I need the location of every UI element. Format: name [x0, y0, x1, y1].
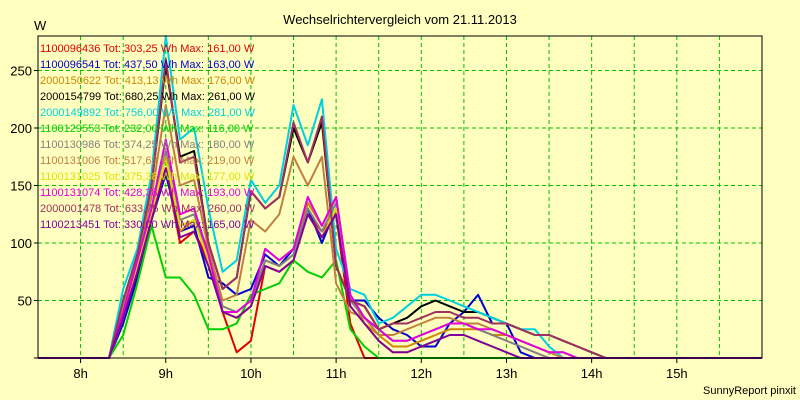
y-tick-label: 250	[10, 64, 32, 79]
credit-label: SunnyReport pinxit	[703, 385, 796, 397]
chart-title: Wechselrichtervergleich vom 21.11.2013	[283, 12, 517, 27]
legend-entry-2000150622: 2000150622 Tot: 413,13 Wh Max: 176,00 W	[40, 75, 256, 87]
axis-ticks: 8h 9h 10h 11h 12h 13h 14h 15h 50 100 150 200 250	[10, 64, 687, 382]
legend: 1100096436 Tot: 303,25 Wh Max: 161,00 W 1…	[40, 43, 256, 231]
x-tick-label: 8h	[73, 366, 87, 381]
legend-entry-1100131025: 1100131025 Tot: 375,38 Wh Max: 177,00 W	[40, 171, 255, 183]
x-tick-label: 13h	[496, 366, 518, 381]
y-tick-label: 100	[10, 236, 32, 251]
x-tick-label: 9h	[159, 366, 173, 381]
y-tick-label: 200	[10, 121, 32, 136]
legend-entry-1100096541: 1100096541 Tot: 437,50 Wh Max: 163,00 W	[40, 59, 255, 71]
legend-entry-1100131074: 1100131074 Tot: 428,38 Wh Max: 193,00 W	[40, 187, 255, 199]
legend-entry-2000154799: 2000154799 Tot: 680,25 Wh Max: 261,00 W	[40, 91, 256, 103]
legend-entry-2000001478: 2000001478 Tot: 633,75 Wh Max: 260,00 W	[40, 203, 256, 215]
x-tick-label: 14h	[581, 366, 603, 381]
legend-entry-1100213451: 1100213451 Tot: 330,00 Wh Max: 165,00 W	[40, 219, 255, 231]
legend-entry-1100096436: 1100096436 Tot: 303,25 Wh Max: 161,00 W	[40, 43, 255, 55]
legend-entry-2000149892: 2000149892 Tot: 756,00 Wh Max: 281,00 W	[40, 107, 256, 119]
y-tick-label: 50	[18, 294, 32, 309]
x-tick-label: 15h	[666, 366, 688, 381]
legend-entry-1100130986: 1100130986 Tot: 374,25 Wh Max: 180,00 W	[40, 139, 255, 151]
plot-frame	[37, 35, 763, 359]
x-tick-label: 10h	[240, 366, 262, 381]
x-tick-label: 12h	[410, 366, 432, 381]
legend-entry-1100131006: 1100131006 Tot: 517,63 Wh Max: 219,00 W	[40, 155, 255, 167]
x-tick-label: 11h	[326, 366, 347, 381]
y-tick-label: 150	[10, 179, 32, 194]
y-axis-label: W	[34, 18, 47, 33]
legend-entry-1100129553: 1100129553 Tot: 232,00 Wh Max: 116,00 W	[40, 123, 254, 135]
